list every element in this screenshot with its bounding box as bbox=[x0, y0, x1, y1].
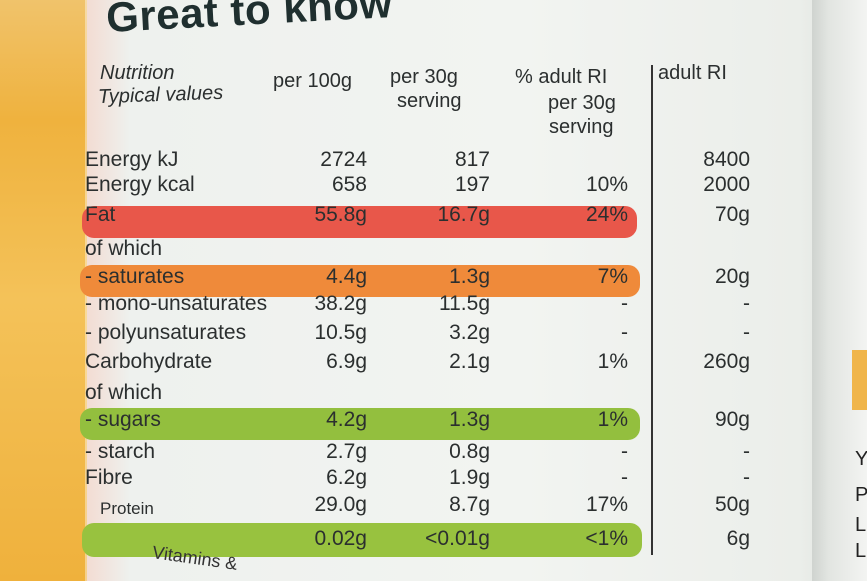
row-per-30g: 16.7g bbox=[437, 203, 490, 226]
header-ri-percent: % adult RI bbox=[515, 66, 608, 88]
packaging-right-edge bbox=[812, 0, 867, 581]
row-adult-ri: 2000 bbox=[703, 173, 750, 196]
row-ri-percent: - bbox=[621, 466, 628, 489]
row-per-30g: 817 bbox=[454, 148, 490, 171]
row-per-30g: 8.7g bbox=[449, 493, 490, 516]
row-adult-ri: 6g bbox=[726, 527, 750, 550]
packaging-yellow-patch bbox=[852, 350, 867, 410]
row-per-100g: 55.8g bbox=[314, 203, 367, 226]
header-ri-per-30g: per 30g bbox=[548, 92, 616, 114]
row-adult-ri: - bbox=[743, 440, 750, 463]
row-per-100g: 38.2g bbox=[314, 292, 367, 315]
header-per-30g: per 30g bbox=[390, 66, 458, 88]
row-per-30g: 2.1g bbox=[449, 350, 490, 373]
row-per-30g: 1.3g bbox=[449, 265, 490, 288]
header-ri-serving: serving bbox=[549, 116, 614, 138]
saturates-highlight-band bbox=[80, 265, 640, 297]
row-per-100g: 2.7g bbox=[326, 440, 367, 463]
row-ri-percent: - bbox=[621, 292, 628, 315]
row-adult-ri: - bbox=[743, 321, 750, 344]
row-per-100g: 4.4g bbox=[326, 265, 367, 288]
header-adult-ri: adult RI bbox=[658, 62, 727, 84]
row-adult-ri: 70g bbox=[714, 203, 750, 226]
row-ri-percent: 1% bbox=[597, 408, 628, 431]
column-divider bbox=[651, 65, 653, 555]
row-per-100g: 4.2g bbox=[326, 408, 367, 431]
row-per-30g: 3.2g bbox=[449, 321, 490, 344]
edge-letter: L bbox=[855, 540, 867, 562]
row-ri-percent: <1% bbox=[585, 527, 628, 550]
row-ri-percent: 10% bbox=[585, 173, 628, 196]
row-label: Fibre bbox=[85, 466, 133, 489]
row-label: - polyunsaturates bbox=[85, 321, 247, 344]
row-label: of which bbox=[85, 237, 163, 260]
row-per-30g: 1.3g bbox=[449, 408, 490, 431]
row-adult-ri: 20g bbox=[714, 265, 750, 288]
salt-highlight-band bbox=[82, 523, 642, 557]
row-per-100g: 6.2g bbox=[326, 466, 367, 489]
packaging-yellow-edge bbox=[0, 0, 87, 581]
row-label: - mono-unsaturates bbox=[85, 292, 268, 315]
header-typical-values: Typical values bbox=[97, 81, 224, 109]
row-ri-percent: 17% bbox=[585, 493, 628, 516]
section-title: Great to know bbox=[105, 0, 394, 41]
row-adult-ri: - bbox=[743, 466, 750, 489]
row-per-30g: 11.5g bbox=[439, 292, 490, 315]
row-per-30g: 0.8g bbox=[449, 440, 490, 463]
row-adult-ri: 50g bbox=[714, 493, 750, 516]
row-ri-percent: 24% bbox=[585, 203, 628, 226]
row-adult-ri: 8400 bbox=[703, 148, 750, 171]
row-per-30g: 197 bbox=[454, 173, 490, 196]
fat-highlight-band bbox=[82, 206, 637, 238]
row-per-100g: 10.5g bbox=[314, 321, 367, 344]
row-per-30g: 1.9g bbox=[449, 466, 490, 489]
sugars-highlight-band bbox=[80, 408, 640, 440]
edge-letter: P bbox=[855, 484, 867, 506]
row-label: of which bbox=[85, 381, 163, 404]
header-per-100g: per 100g bbox=[273, 70, 352, 92]
row-ri-percent: 7% bbox=[597, 265, 628, 288]
row-adult-ri: - bbox=[743, 292, 750, 315]
row-ri-percent: - bbox=[621, 321, 628, 344]
row-per-30g: <0.01g bbox=[425, 527, 490, 550]
row-label: Protein bbox=[100, 499, 154, 518]
row-per-100g: 29.0g bbox=[314, 493, 367, 516]
edge-letter: Y bbox=[855, 448, 867, 470]
header-serving: serving bbox=[397, 90, 462, 112]
row-per-100g: 2724 bbox=[320, 148, 367, 171]
row-label: Fat bbox=[85, 203, 116, 226]
row-per-100g: 0.02g bbox=[314, 527, 367, 550]
row-ri-percent: - bbox=[621, 440, 628, 463]
edge-letter: L bbox=[855, 514, 867, 536]
row-label: Energy kJ bbox=[85, 148, 179, 171]
row-label: - starch bbox=[85, 440, 156, 463]
row-ri-percent: 1% bbox=[597, 350, 628, 373]
row-label: Carbohydrate bbox=[85, 350, 213, 373]
row-adult-ri: 90g bbox=[714, 408, 750, 431]
row-label: - saturates bbox=[85, 265, 185, 288]
header-nutrition: Nutrition bbox=[100, 62, 175, 84]
row-per-100g: 6.9g bbox=[326, 350, 367, 373]
row-per-100g: 658 bbox=[331, 173, 367, 196]
row-label: - sugars bbox=[85, 408, 161, 431]
row-label: Energy kcal bbox=[85, 173, 195, 196]
row-adult-ri: 260g bbox=[703, 350, 750, 373]
